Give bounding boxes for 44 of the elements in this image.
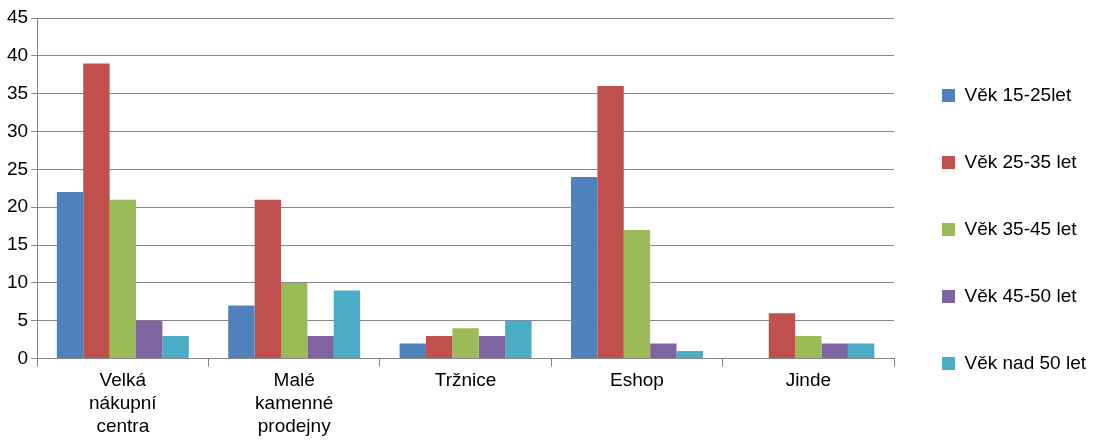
bar [768,313,796,359]
bar [795,335,822,359]
y-tick-label: 10 [6,271,29,293]
bar [505,320,532,359]
x-tick-label: Malé kamenné prodejny [255,369,334,436]
y-tick-label: 45 [6,6,29,28]
x-tick-label: Tržnice [434,369,497,391]
bar [109,199,137,359]
bar [623,229,651,359]
bar [676,351,703,359]
legend-label: Věk 45-50 let [964,284,1078,306]
bar [650,343,677,359]
legend-label: Věk 35-45 let [964,217,1078,239]
y-tick-label: 30 [6,119,29,141]
x-tick-label: Eshop [610,369,664,391]
x-tick-label: Jinde [785,369,832,391]
legend-label: Věk nad 50 let [964,351,1087,373]
bar [478,335,506,359]
bar [570,176,598,359]
y-tick-label: 5 [17,308,29,330]
bar [136,320,163,359]
y-tick-label: 15 [6,233,29,255]
bar [847,343,875,359]
bar [228,305,255,359]
y-tick-label: 0 [17,346,29,368]
bar [307,335,334,359]
x-tick-label: Velká nákupní centra [89,369,158,436]
bar [597,86,624,359]
bar [281,282,308,359]
y-tick-label: 25 [6,157,29,179]
bar [83,63,110,359]
bar [399,343,426,359]
bar [254,199,281,359]
bar [425,335,453,359]
bar [333,290,361,359]
bar [162,335,189,359]
y-tick-label: 35 [6,81,29,103]
legend-label: Věk 25-35 let [964,150,1078,172]
y-tick-label: 20 [6,195,29,217]
bar [821,343,848,359]
bar [56,192,84,359]
legend-label: Věk 15-25let [964,83,1072,105]
y-tick-label: 40 [6,44,29,66]
bar [452,328,479,359]
